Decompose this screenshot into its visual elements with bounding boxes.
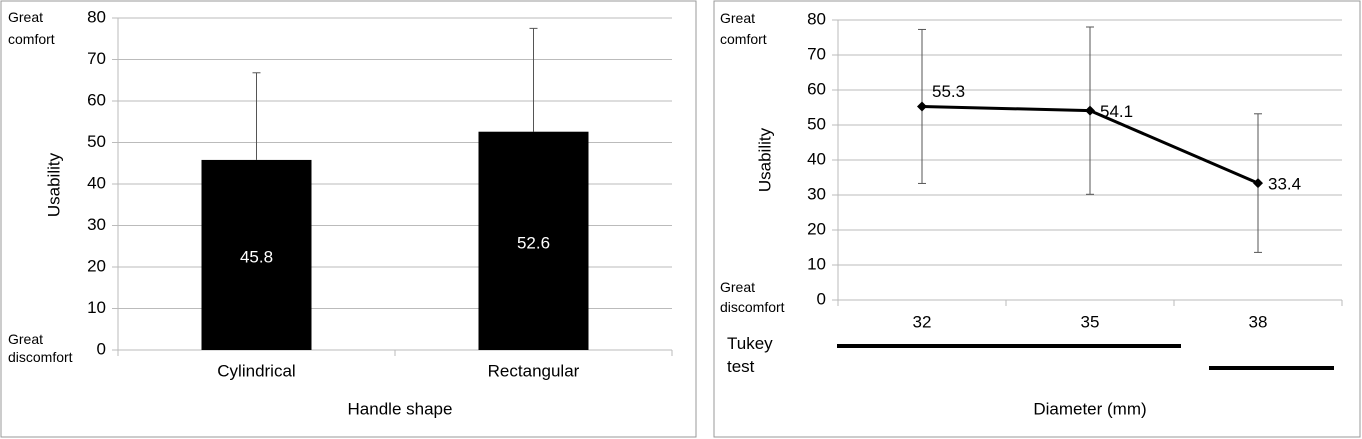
x-tick-label: 35 (1081, 312, 1100, 331)
value-label: 55.3 (932, 82, 965, 101)
value-label: 52.6 (517, 233, 550, 252)
y-axis-title: Usability (44, 152, 63, 217)
y-tick-label: 40 (807, 149, 826, 168)
x-tick-label: Cylindrical (217, 361, 295, 380)
panel-border (713, 0, 1361, 438)
y-tick-label: 30 (87, 215, 106, 234)
y-tick-label: 70 (87, 49, 106, 68)
y-tick-label: 20 (87, 256, 106, 275)
value-label: 45.8 (240, 247, 273, 266)
y-axis-title: Usability (755, 127, 774, 192)
value-label: 54.1 (1100, 102, 1133, 121)
marker (1253, 178, 1263, 189)
value-label: 33.4 (1268, 175, 1301, 194)
marker (1085, 105, 1095, 116)
x-tick-label: 38 (1249, 312, 1268, 331)
y-tick-label: 0 (97, 339, 106, 358)
bottom-annotation: Great discomfort (8, 331, 73, 365)
y-tick-label: 0 (817, 289, 826, 308)
y-tick-label: 10 (807, 254, 826, 273)
y-tick-label: 50 (807, 114, 826, 133)
bottom-annotation: Great discomfort (720, 279, 785, 315)
y-tick-label: 80 (807, 9, 826, 28)
top-annotation: Great comfort (8, 9, 55, 47)
x-axis-title: Diameter (mm) (1033, 399, 1146, 418)
bar (201, 159, 312, 350)
marker (917, 101, 927, 112)
tukey-label: Tukey test (727, 334, 773, 376)
bar (478, 131, 589, 350)
y-tick-label: 80 (87, 7, 106, 26)
y-tick-label: 60 (807, 79, 826, 98)
x-tick-label: Rectangular (488, 361, 580, 380)
y-tick-label: 60 (87, 90, 106, 109)
y-tick-label: 50 (87, 132, 106, 151)
x-axis-title: Handle shape (348, 399, 453, 418)
y-tick-label: 20 (807, 219, 826, 238)
panel-border (0, 0, 697, 438)
top-annotation: Great comfort (720, 10, 767, 47)
y-tick-label: 70 (807, 44, 826, 63)
y-tick-label: 10 (87, 298, 106, 317)
y-tick-label: 40 (87, 173, 106, 192)
y-tick-label: 30 (807, 184, 826, 203)
x-tick-label: 32 (913, 312, 932, 331)
